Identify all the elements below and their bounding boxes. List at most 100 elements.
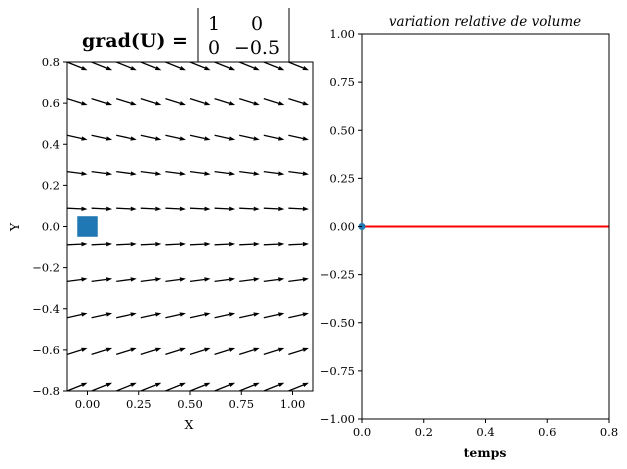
quiver-arrow-head	[277, 136, 285, 141]
quiver-arrow-head	[302, 312, 309, 317]
y-tick-label: 0.00	[329, 220, 355, 234]
matrix-a12: 0	[251, 13, 263, 35]
quiver-arrow-head	[302, 241, 309, 247]
quiver-arrow-head	[228, 65, 236, 71]
quiver-arrow-shaft	[189, 207, 205, 210]
quiver-arrow-shaft	[288, 97, 304, 104]
quiver-arrow-head	[179, 101, 186, 106]
quiver-arrow-head	[302, 382, 309, 388]
y-tick-label: 0.25	[329, 171, 355, 185]
y-tick-label: −0.6	[32, 343, 60, 357]
quiver-arrow-shaft	[239, 134, 254, 140]
quiver-arrow-shaft	[214, 313, 230, 319]
quiver-arrow-head	[130, 277, 137, 282]
quiver-arrow-head	[105, 277, 113, 282]
quiver-arrow-head	[81, 101, 88, 106]
quiver-arrow-head	[105, 312, 113, 317]
quiver-arrow-shaft	[239, 278, 254, 283]
quiver-arrow-shaft	[288, 62, 304, 69]
quiver-arrow-head	[130, 65, 137, 71]
quiver-arrow-shaft	[214, 134, 230, 140]
quiver-arrow-head	[277, 65, 285, 71]
x-tick-label: 0.50	[177, 397, 203, 411]
quiver-arrow-shaft	[263, 243, 279, 246]
quiver-arrow-shaft	[189, 278, 205, 283]
quiver-arrow-shaft	[140, 62, 156, 69]
quiver-arrow-shaft	[288, 207, 303, 210]
quiver-arrow-shaft	[116, 313, 131, 319]
quiver-arrow-shaft	[312, 135, 313, 136]
quiver-arrow-head	[253, 241, 260, 247]
quiver-arrows	[67, 62, 333, 391]
y-tick-label: 1.00	[329, 27, 355, 41]
x-tick-label: 1.00	[280, 397, 306, 411]
quiver-arrow-head	[204, 241, 211, 247]
right-xlabel: temps	[464, 445, 507, 460]
quiver-arrow-head	[253, 206, 260, 212]
quiver-arrow-shaft	[312, 208, 313, 209]
left-ticks: 0.00 0.25 0.50 0.75 1.00 −0.8 −0.6 −0.4 −0.2 0.0 0…	[32, 55, 305, 411]
quiver-arrow-shaft	[239, 349, 255, 356]
quiver-arrow-head	[253, 65, 260, 71]
quiver-arrow-head	[327, 66, 333, 70]
quiver-arrow-shaft	[165, 243, 180, 246]
quiver-arrow-head	[204, 101, 211, 106]
y-tick-label: 0.8	[42, 55, 60, 69]
quiver-arrow-shaft	[116, 170, 131, 175]
quiver-arrow-head	[179, 241, 186, 247]
quiver-arrow-head	[81, 206, 88, 212]
quiver-arrow-shaft	[214, 62, 230, 69]
quiver-arrow-shaft	[312, 244, 313, 245]
quiver-arrow-head	[204, 277, 211, 282]
quiver-arrow-head	[106, 206, 113, 212]
quiver-arrow-head	[253, 347, 260, 352]
quiver-arrow-shaft	[263, 207, 279, 210]
quiver-arrow-shaft	[312, 98, 313, 100]
quiver-arrow-head	[302, 206, 309, 212]
quiver-arrow-head	[228, 312, 236, 317]
quiver-arrow-head	[105, 171, 113, 176]
quiver-arrow-head	[277, 382, 285, 388]
quiver-arrow-head	[253, 171, 260, 176]
quiver-arrow-shaft	[116, 349, 132, 356]
y-tick-label: 0.4	[42, 137, 60, 151]
quiver-arrow-shaft	[67, 349, 82, 356]
y-tick-label: −0.4	[32, 302, 60, 316]
quiver-arrow-shaft	[288, 349, 304, 356]
matrix-a11: 1	[208, 13, 220, 35]
quiver-arrow-shaft	[140, 207, 156, 210]
quiver-arrow-shaft	[189, 134, 205, 140]
quiver-arrow-shaft	[116, 243, 131, 246]
quiver-arrow-head	[302, 171, 309, 176]
quiver-arrow-head	[302, 277, 309, 282]
quiver-arrow-head	[154, 347, 162, 352]
quiver-arrow-head	[130, 347, 137, 352]
quiver-arrow-shaft	[312, 353, 313, 355]
x-tick-label: 0.2	[415, 425, 433, 439]
quiver-arrow-head	[278, 241, 285, 247]
quiver-arrow-shaft	[91, 313, 107, 319]
y-tick-label: −0.8	[32, 384, 60, 398]
quiver-arrow-shaft	[165, 349, 181, 356]
quiver-arrow-head	[179, 171, 186, 176]
quiver-arrow-head	[179, 136, 186, 141]
quiver-arrow-head	[327, 101, 333, 105]
quiver-arrow-head	[155, 277, 162, 282]
quiver-arrow-shaft	[67, 243, 82, 246]
quiver-arrow-head	[154, 382, 162, 388]
quiver-arrow-shaft	[67, 384, 83, 391]
quiver-arrow-shaft	[263, 349, 279, 356]
quiver-arrow-shaft	[214, 278, 230, 283]
quiver-arrow-head	[155, 206, 162, 212]
quiver-arrow-head	[154, 312, 162, 317]
quiver-arrow-head	[253, 101, 260, 106]
quiver-arrow-head	[302, 101, 309, 106]
quiver-arrow-shaft	[263, 384, 279, 391]
quiver-arrow-shaft	[288, 243, 303, 246]
quiver-arrow-shaft	[91, 349, 107, 356]
quiver-arrow-shaft	[288, 384, 304, 391]
quiver-arrow-shaft	[91, 134, 107, 140]
quiver-arrow-shaft	[91, 207, 107, 210]
quiver-arrow-head	[81, 65, 88, 71]
quiver-arrow-head	[229, 241, 236, 247]
